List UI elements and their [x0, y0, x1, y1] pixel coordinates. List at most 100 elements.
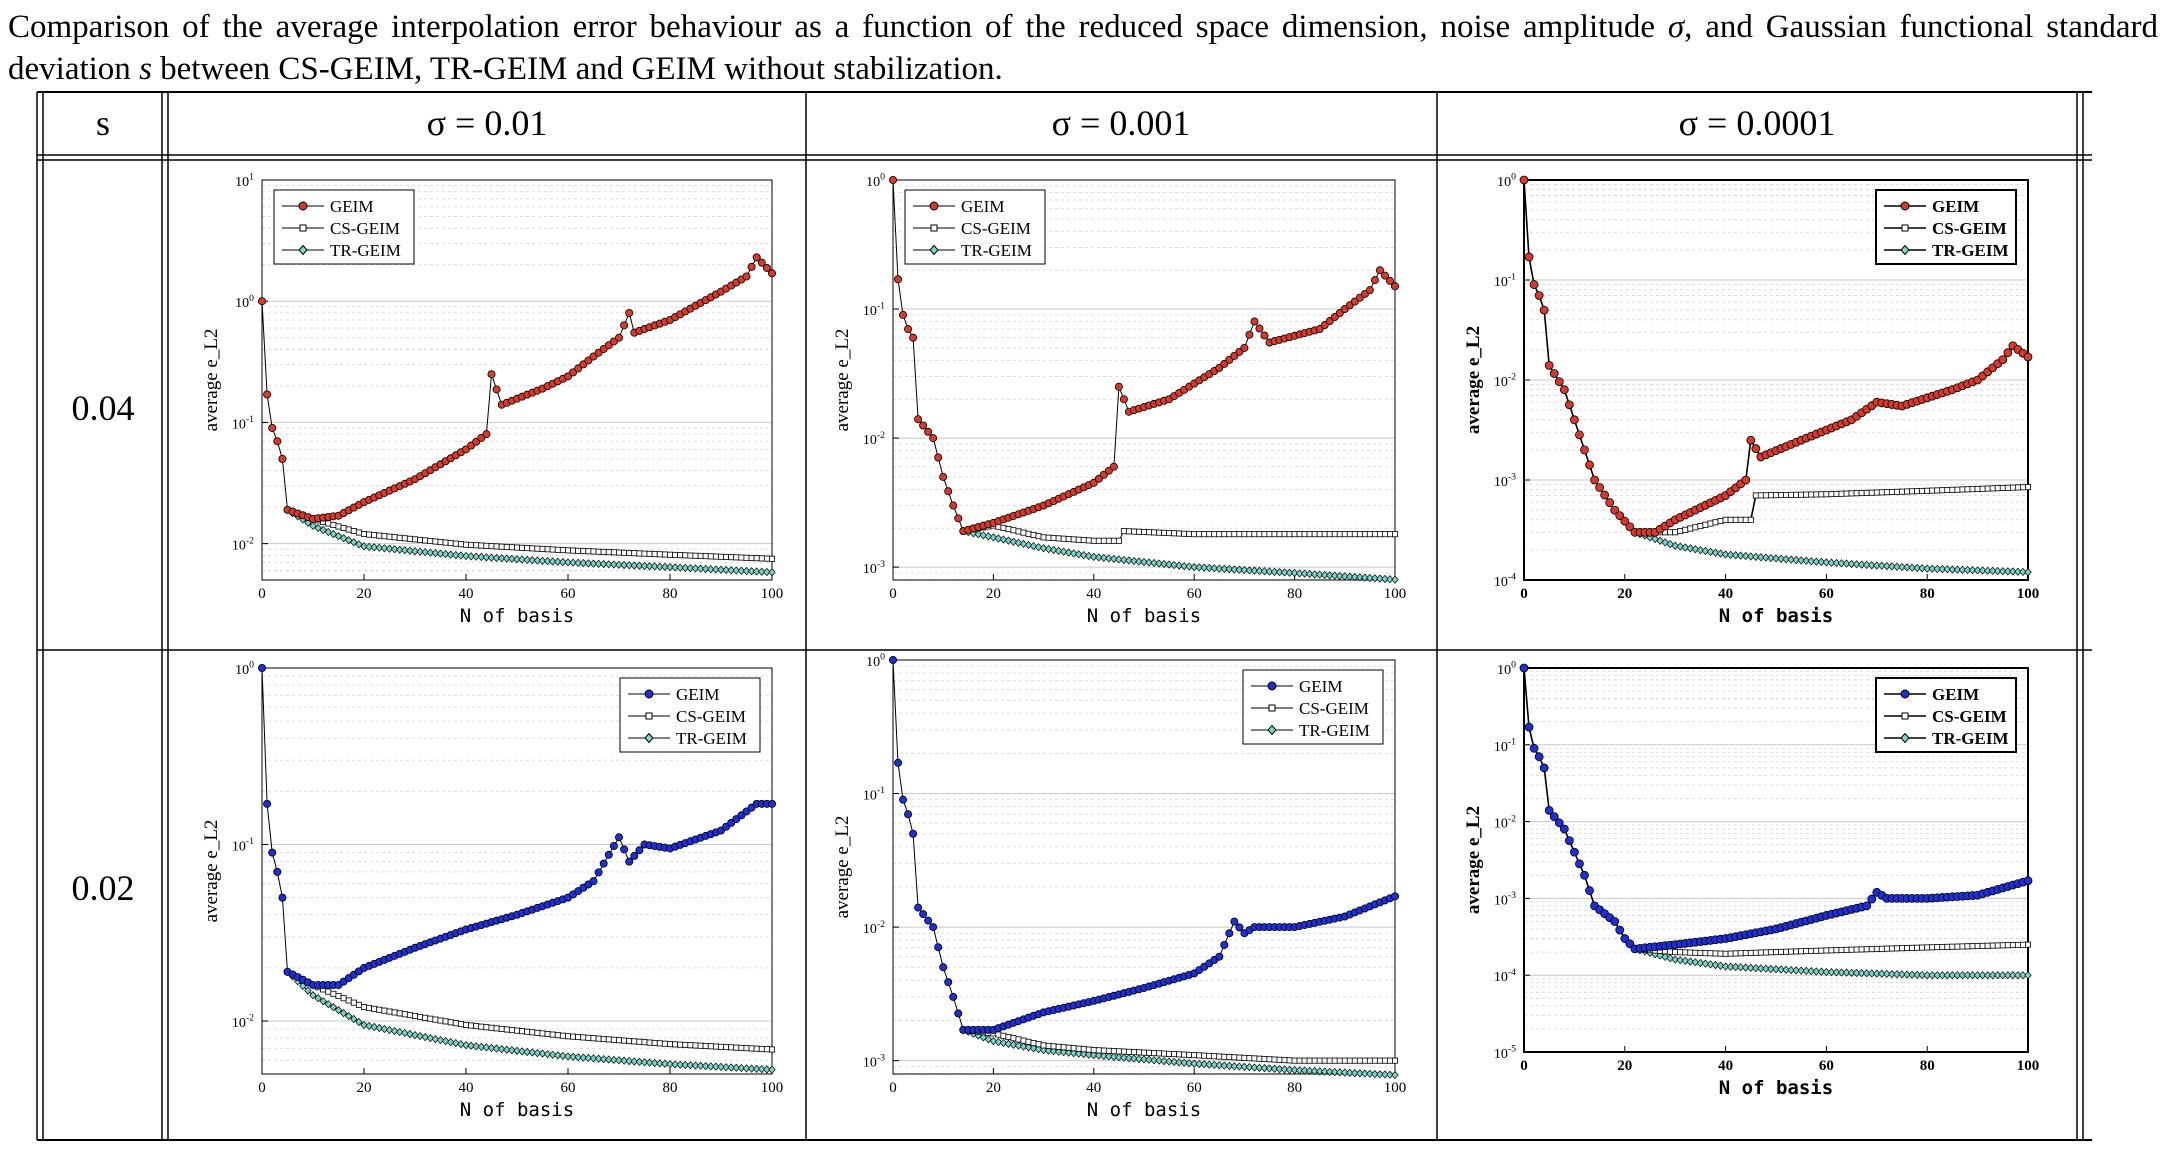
- data-point: [640, 1058, 649, 1067]
- data-point: [478, 542, 485, 549]
- x-tick-label: 100: [761, 1080, 784, 1096]
- data-point: [1311, 1057, 1318, 1064]
- data-point: [1236, 531, 1243, 538]
- x-axis-label: N of basis: [1719, 605, 1833, 627]
- data-point: [1185, 1059, 1193, 1068]
- data-point: [2014, 941, 2021, 948]
- data-point: [1215, 1061, 1223, 1070]
- data-point: [934, 943, 943, 952]
- data-point: [697, 1042, 704, 1049]
- data-point: [1767, 492, 1774, 499]
- data-point: [594, 559, 603, 568]
- data-point: [1100, 1051, 1108, 1061]
- data-point: [1595, 483, 1604, 492]
- y-tick-label: 10-1: [1494, 737, 1516, 755]
- data-point: [1559, 824, 1569, 834]
- series-geim: [257, 253, 777, 523]
- data-point: [339, 1008, 348, 1018]
- data-point: [742, 272, 751, 281]
- data-point: [728, 554, 735, 561]
- data-point: [268, 848, 277, 857]
- data-point: [477, 1042, 485, 1051]
- data-point: [2014, 484, 2021, 491]
- data-point: [1752, 963, 1760, 973]
- data-point: [503, 554, 511, 563]
- data-point: [1994, 485, 2001, 492]
- data-point: [1075, 1045, 1082, 1052]
- data-point: [1004, 536, 1013, 545]
- legend-label: CS-GEIM: [1932, 707, 2007, 726]
- data-point: [1524, 252, 1534, 262]
- data-point: [345, 1011, 353, 1021]
- data-point: [707, 1062, 715, 1071]
- data-point: [929, 923, 938, 932]
- data-point: [1727, 516, 1734, 523]
- data-point: [651, 551, 658, 558]
- data-point: [651, 1058, 659, 1068]
- data-point: [1969, 943, 1976, 950]
- data-point: [1376, 1057, 1383, 1064]
- data-point: [1230, 565, 1239, 574]
- data-point: [1200, 1060, 1208, 1069]
- data-point: [355, 540, 363, 549]
- data-point: [999, 1038, 1008, 1048]
- data-point: [355, 1017, 363, 1027]
- data-point: [585, 1034, 592, 1041]
- data-point: [1160, 1056, 1168, 1066]
- data-point: [1968, 566, 1977, 575]
- data-point: [717, 565, 725, 574]
- data-point: [422, 537, 429, 544]
- data-point: [651, 562, 659, 571]
- y-tick-label: 100: [866, 652, 885, 670]
- data-point: [1529, 743, 1539, 753]
- legend-box: [273, 189, 415, 265]
- data-point: [1564, 400, 1574, 410]
- legend-label: GEIM: [676, 685, 719, 704]
- data-point: [894, 758, 903, 767]
- data-point: [747, 567, 756, 576]
- data-point: [1702, 521, 1709, 528]
- data-point: [702, 564, 710, 574]
- data-point: [666, 563, 674, 572]
- data-point: [427, 1015, 434, 1022]
- data-point: [1306, 1057, 1313, 1064]
- data-point: [1060, 1047, 1068, 1057]
- data-point: [1316, 1057, 1323, 1064]
- data-point: [1370, 276, 1379, 285]
- data-point: [1381, 531, 1388, 538]
- data-point: [661, 551, 668, 558]
- data-point: [768, 269, 777, 278]
- data-point: [1615, 925, 1625, 935]
- data-point: [518, 555, 526, 564]
- data-point: [1171, 1051, 1178, 1058]
- data-point: [1216, 531, 1223, 538]
- data-point: [1696, 958, 1705, 968]
- x-tick-label: 0: [1520, 586, 1528, 602]
- data-point: [1060, 547, 1068, 556]
- data-point: [641, 550, 648, 557]
- data-point: [1833, 490, 1840, 497]
- data-point: [1336, 531, 1343, 538]
- data-point: [641, 1039, 648, 1046]
- data-point: [1807, 967, 1815, 976]
- data-point: [1075, 1049, 1083, 1058]
- data-point: [1767, 964, 1775, 974]
- data-point: [1140, 1055, 1148, 1064]
- data-point: [584, 1053, 593, 1063]
- x-tick-label: 0: [258, 586, 266, 602]
- legend-marker: [645, 712, 653, 720]
- legend-box: [1875, 677, 2017, 753]
- data-point: [1356, 1069, 1364, 1078]
- data-point: [636, 550, 643, 557]
- data-point: [1230, 1062, 1239, 1071]
- data-point: [1773, 492, 1780, 499]
- data-point: [324, 1000, 332, 1009]
- data-point: [1000, 1032, 1007, 1039]
- legend: GEIM CS-GEIM TR-GEIM: [1242, 669, 1384, 745]
- data-point: [949, 992, 958, 1001]
- data-point: [1863, 969, 1871, 978]
- data-point: [544, 1031, 551, 1038]
- data-point: [1376, 1070, 1384, 1079]
- data-point: [554, 546, 561, 553]
- data-point: [1300, 569, 1309, 578]
